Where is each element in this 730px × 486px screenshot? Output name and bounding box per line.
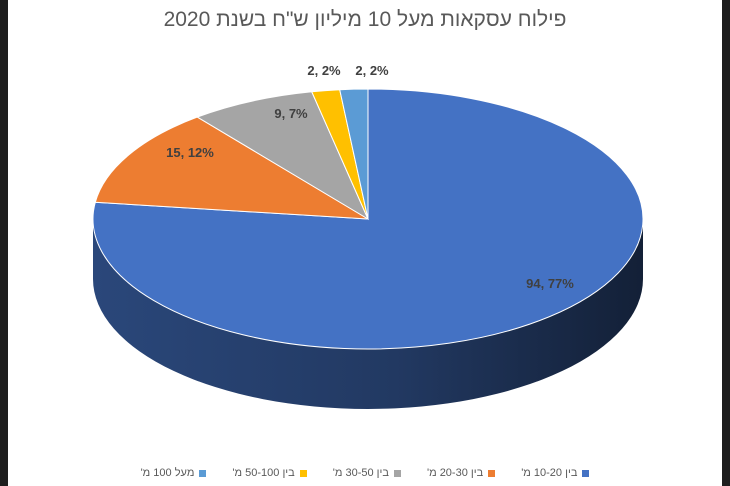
pie-sides — [93, 219, 643, 409]
data-labels: 94, 77% 15, 12% 9, 7% 2, 2% 2, 2% — [166, 63, 574, 291]
legend-label: בין 30-50 מ' — [332, 467, 389, 479]
legend-swatch — [582, 469, 590, 477]
legend-swatch — [393, 469, 401, 477]
window-frame-right — [722, 0, 730, 486]
data-label-1: 15, 12% — [166, 145, 214, 160]
legend-swatch — [488, 469, 496, 477]
legend-item-0[interactable]: בין 10-20 מ' — [521, 467, 590, 479]
pie-side-0 — [93, 219, 643, 409]
window-frame-left — [0, 0, 8, 486]
data-label-4: 2, 2% — [355, 63, 389, 78]
legend-label: בין 50-100 מ' — [232, 467, 295, 479]
legend-item-2[interactable]: בין 30-50 מ' — [333, 467, 401, 479]
pie-slice-4[interactable] — [339, 88, 369, 220]
chart-title: פילוח עסקאות מעל 10 מיליון ש"ח בשנת 2020 — [163, 8, 567, 31]
legend-item-3[interactable]: בין 50-100 מ' — [232, 467, 307, 479]
legend: מעל 100 מ' בין 50-100 מ' בין 30-50 מ' בין 2… — [0, 467, 730, 479]
legend-item-4[interactable]: מעל 100 מ' — [141, 467, 207, 479]
legend-label: מעל 100 מ' — [140, 467, 195, 479]
legend-label: בין 20-30 מ' — [426, 467, 484, 479]
data-label-3: 2, 2% — [307, 63, 341, 78]
data-label-2: 9, 7% — [274, 106, 308, 121]
legend-item-1[interactable]: בין 20-30 מ' — [426, 467, 496, 479]
pie-slice-1[interactable] — [94, 116, 369, 220]
data-label-0: 94, 77% — [526, 276, 574, 291]
legend-swatch — [299, 469, 307, 477]
pie-slices — [92, 88, 644, 350]
legend-swatch — [199, 469, 207, 477]
legend-label: בין 10-20 מ' — [521, 467, 578, 479]
